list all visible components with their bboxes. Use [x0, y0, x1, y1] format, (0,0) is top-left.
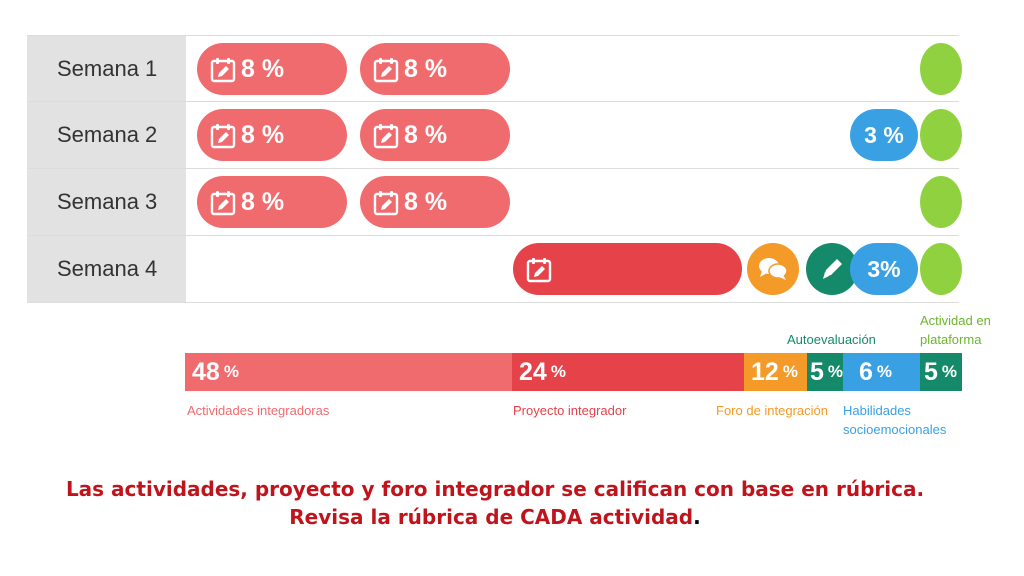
summary-segment-socioemotional: 6%: [843, 353, 920, 391]
summary-segment-self-assessment: 5%: [807, 353, 843, 391]
label-forum: Foro de integración: [716, 403, 829, 418]
calendar-edit-icon: [209, 56, 237, 84]
note-line-2-end: .: [693, 505, 701, 529]
project-pill: [513, 243, 742, 295]
summary-segment-forum: 12%: [744, 353, 807, 391]
segment-unit: %: [550, 362, 566, 381]
note-line-2-text: Revisa la rúbrica de CADA actividad: [289, 505, 694, 529]
week-row-3: Semana 3 8 % 8 %: [27, 169, 962, 236]
activity-pct: 8 %: [241, 54, 285, 83]
week-label: Semana 2: [27, 102, 186, 168]
segment-value: 5: [924, 357, 938, 386]
activity-pct: 8 %: [241, 187, 285, 216]
week-label: Semana 4: [27, 236, 186, 302]
summary-segment-project: 24%: [512, 353, 744, 391]
label-activities: Actividades integradoras: [187, 403, 330, 418]
activity-pct: 8 %: [404, 54, 448, 83]
segment-value: 48: [192, 357, 220, 386]
label-platform: Actividad en plataforma: [920, 313, 991, 347]
label-project: Proyecto integrador: [513, 403, 627, 418]
activity-pill: 8 %: [360, 109, 510, 161]
week-row-4: Semana 4 3%: [27, 236, 962, 303]
label-self-assessment: Autoevaluación: [787, 332, 876, 347]
calendar-edit-icon: [372, 122, 400, 150]
segment-value: 12: [751, 357, 779, 386]
segment-value: 6: [859, 357, 873, 386]
segment-unit: %: [876, 362, 893, 381]
calendar-edit-icon: [209, 189, 237, 217]
forum-circle: [747, 243, 799, 295]
activity-pct: 8 %: [241, 120, 285, 149]
activity-pill: 8 %: [360, 43, 510, 95]
chat-bubbles-icon: [759, 258, 788, 280]
note-line-1: Las actividades, proyecto y foro integra…: [65, 477, 925, 501]
segment-unit: %: [827, 362, 844, 381]
calendar-edit-icon: [372, 56, 400, 84]
week-grid: Semana 1 8 % 8 % Semana 2 8 % 8 % 3 % Se…: [27, 35, 962, 303]
summary-bar: 48% 24% 12% 5% 6% 5%: [185, 353, 962, 391]
segment-value: 5: [810, 357, 824, 386]
activity-pill: 8 %: [197, 176, 347, 228]
note-line-2: Revisa la rúbrica de CADA actividad.: [0, 503, 990, 531]
segment-value: 24: [519, 357, 547, 386]
activity-pct: 8 %: [404, 187, 448, 216]
summary-segment-platform: 5%: [920, 353, 962, 391]
segment-unit: %: [941, 362, 958, 381]
platform-dot: [920, 176, 962, 228]
activity-pill: 8 %: [360, 176, 510, 228]
calendar-edit-icon: [372, 189, 400, 217]
activity-pill: 8 %: [197, 43, 347, 95]
week-row-1: Semana 1 8 % 8 %: [27, 35, 962, 102]
label-socioemotional: Habilidades socioemocionales: [843, 403, 947, 437]
segment-unit: %: [782, 362, 798, 381]
calendar-edit-icon: [525, 256, 553, 284]
week-row-2: Semana 2 8 % 8 % 3 %: [27, 102, 962, 169]
platform-dot: [920, 243, 962, 295]
platform-dot: [920, 43, 962, 95]
socioemotional-pill: 3 %: [850, 109, 918, 161]
week-label: Semana 1: [27, 36, 186, 101]
activity-pct: 8 %: [404, 120, 448, 149]
socioemotional-pill: 3%: [850, 243, 918, 295]
segment-unit: %: [223, 362, 239, 381]
grading-note: Las actividades, proyecto y foro integra…: [0, 475, 990, 531]
summary-segment-activities: 48%: [185, 353, 512, 391]
pencil-icon: [823, 259, 842, 279]
week-label: Semana 3: [27, 169, 186, 235]
self-assessment-circle: [806, 243, 858, 295]
calendar-edit-icon: [209, 122, 237, 150]
platform-dot: [920, 109, 962, 161]
activity-pill: 8 %: [197, 109, 347, 161]
